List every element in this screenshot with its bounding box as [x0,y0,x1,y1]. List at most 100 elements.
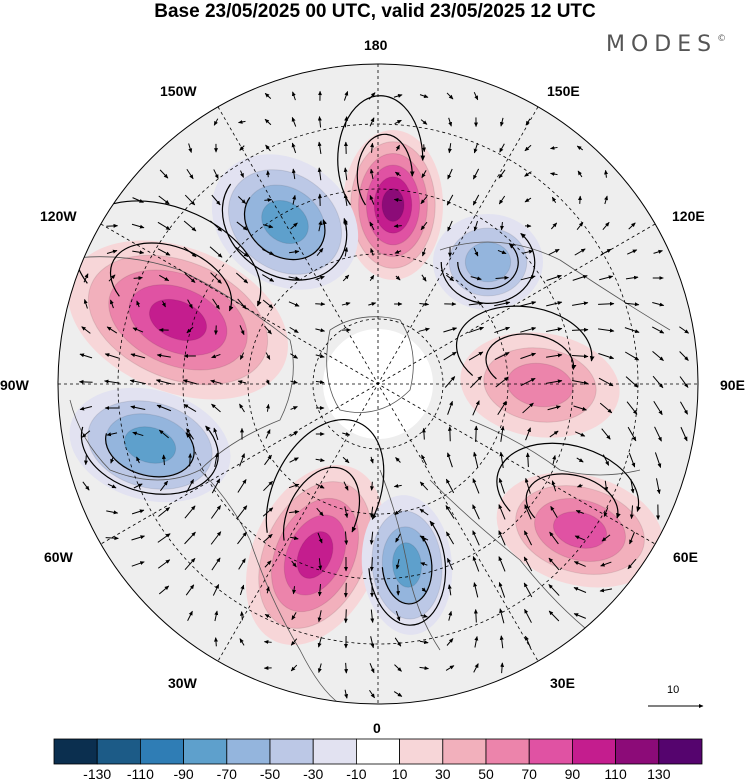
wind-vector [184,531,196,545]
wind-vector [289,457,299,463]
wind-vector [239,611,244,621]
wind-vector [548,584,560,596]
wind-vector [626,401,638,415]
wind-vector [186,168,194,180]
wind-vector [369,663,375,674]
wind-vector [396,584,401,596]
wind-vector [651,326,665,334]
lon-label-90e: 90E [720,377,745,393]
brand-mark: © [717,34,727,44]
wind-vector [105,536,119,541]
wind-vector [131,509,145,515]
wind-vector [470,375,482,389]
colorbar-swatch [269,738,314,765]
wind-vector [549,430,559,438]
wind-vector [236,221,248,231]
wind-vector [237,196,247,204]
wind-vector [188,143,193,153]
wind-vector [494,301,511,307]
colorbar-swatch [485,738,530,765]
wind-vector [289,326,299,334]
wind-vector [601,428,611,440]
wind-vector [601,534,611,542]
colorbar-tick-label: 90 [564,766,581,782]
wind-vector [598,301,615,306]
wind-vector [317,532,323,544]
wind-vector [598,353,615,360]
wind-vector [394,171,401,177]
wind-vector [239,145,245,151]
streamline [337,95,426,206]
wind-vector [599,402,613,414]
coastlines [59,241,671,704]
wind-vector [237,298,247,310]
wind-vector [288,301,300,307]
wind-vector [627,249,638,255]
wind-vector [132,431,144,437]
wind-vector [393,198,402,203]
wind-vector [369,506,374,518]
wind-vector [343,167,348,181]
wind-vector [263,640,272,645]
wind-vector [653,401,663,416]
wind-vector [182,379,197,385]
wind-vector [656,478,661,495]
reference-vector-label: 10 [667,684,680,696]
wind-vector [546,353,563,358]
north-pacific-high [343,130,443,280]
wind-vector [369,117,375,127]
wind-vector [212,583,220,596]
wind-vector [266,170,271,178]
wind-vector [520,352,537,360]
wind-vector [235,246,249,258]
wind-vector [210,531,222,545]
wind-vector [318,220,323,232]
wind-vector [368,302,377,306]
wind-vector [184,557,196,570]
wind-vector [604,169,609,178]
wind-vector [82,481,90,491]
streamline [457,243,519,290]
wind-vector [131,535,145,541]
colorbar-tick-label: -50 [259,766,281,782]
wind-vector [499,608,505,624]
wind-vector [679,376,689,388]
wind-vector [499,143,505,153]
wind-vector [627,426,637,442]
wind-vector [546,301,563,307]
wind-vector [473,608,478,623]
wind-vector [130,353,146,359]
wind-vector [577,170,583,178]
wind-vector [317,663,322,673]
wind-vector [344,506,349,519]
wind-vector [158,429,169,439]
wind-vector [602,221,610,230]
wind-vector [291,91,296,101]
wind-vector [265,352,271,360]
wind-vector [264,118,272,126]
wind-vector [603,507,609,517]
wind-vector [395,533,401,543]
wind-vector [549,145,558,150]
wind-vector [81,430,91,438]
lon-label-90w: 90W [0,377,29,393]
wind-vector [394,508,402,516]
wind-vector [107,483,117,489]
wind-vector [654,426,662,442]
wind-vector [598,377,614,387]
colorbar-tick-label: 110 [604,766,627,782]
wind-vector [625,302,640,307]
wind-vector [263,224,274,229]
wind-vector [447,168,453,180]
wind-vector [547,405,561,411]
wind-vector [265,144,271,152]
wind-vector [447,557,453,570]
wind-vector [237,531,247,545]
wind-vector [520,326,537,333]
wind-vector [575,510,584,514]
streamlines [73,95,641,626]
wind-vector [498,581,506,598]
wind-vector [679,326,690,334]
wind-vector [368,92,376,100]
wind-vector [680,401,688,415]
